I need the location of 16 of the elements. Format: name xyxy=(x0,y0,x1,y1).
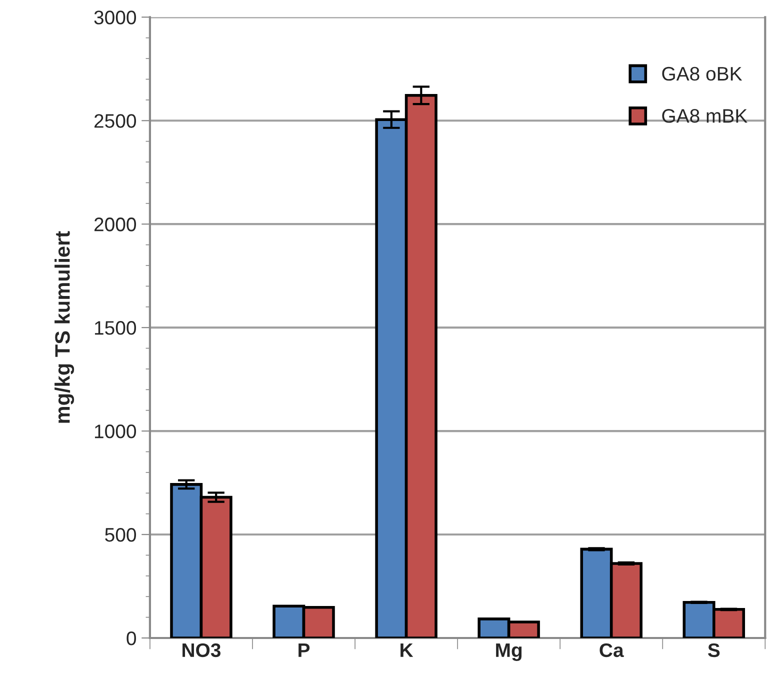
y-tick-label: 0 xyxy=(126,631,136,646)
x-tick-label: Ca xyxy=(600,643,624,658)
legend-label: GA8 oBK xyxy=(662,66,742,81)
y-tick-label: 2000 xyxy=(94,218,136,232)
x-tick-label: S xyxy=(708,643,720,658)
y-tick-label: 2500 xyxy=(94,114,136,128)
x-tick-label: NO3 xyxy=(182,643,221,658)
x-tick-label: Mg xyxy=(496,643,522,661)
y-tick-label: 1000 xyxy=(94,424,136,438)
y-tick-label: 1500 xyxy=(94,321,136,335)
x-tick-label: P xyxy=(298,644,310,657)
x-tick-label: K xyxy=(400,644,414,657)
y-axis-title: mg/kg TS kumuliert xyxy=(54,231,74,423)
y-tick-label: 3000 xyxy=(94,10,136,24)
y-tick-label: 500 xyxy=(105,528,136,542)
legend-label: GA8 mBK xyxy=(662,109,748,123)
